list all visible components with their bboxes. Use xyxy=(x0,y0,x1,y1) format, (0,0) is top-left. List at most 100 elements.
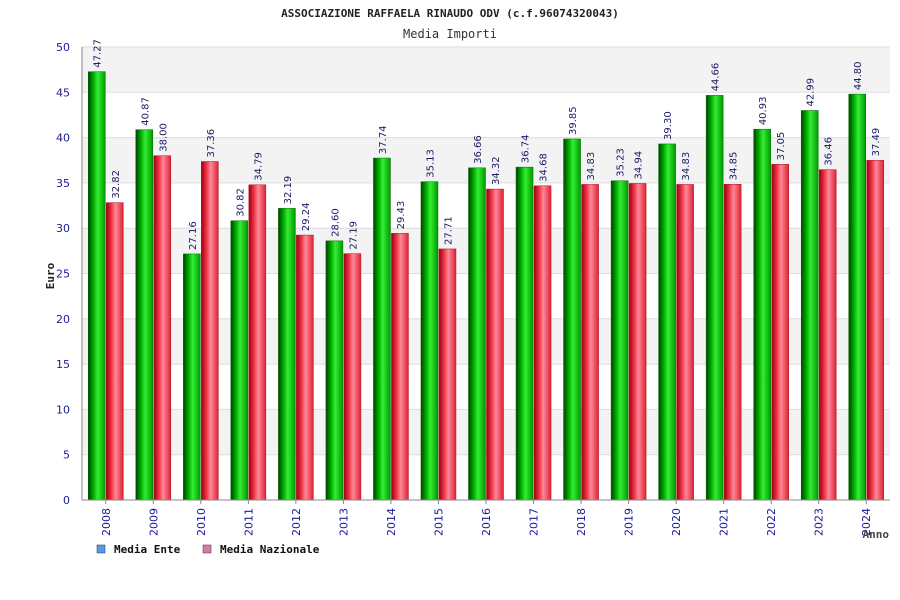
bar-media-nazionale-2017 xyxy=(533,185,552,501)
bar-value-label: 39.85 xyxy=(568,106,579,135)
chart-subtitle: Media Importi xyxy=(403,27,497,41)
bar-value-label: 40.87 xyxy=(140,97,151,126)
bar-media-ente-2015 xyxy=(420,181,439,501)
bar-value-label: 39.30 xyxy=(663,111,674,140)
bar-value-label: 29.24 xyxy=(301,202,312,231)
legend-swatch-media-nazionale xyxy=(202,544,212,554)
bar-media-nazionale-2019 xyxy=(628,183,647,501)
bar-value-label: 42.99 xyxy=(806,78,817,107)
bar-media-ente-2019 xyxy=(610,180,629,501)
bar-media-nazionale-2023 xyxy=(818,169,837,501)
bar-value-label: 35.13 xyxy=(425,149,436,178)
y-tick-label: 25 xyxy=(56,268,70,281)
bar-value-label: 44.66 xyxy=(711,63,722,92)
bar-media-ente-2010 xyxy=(183,253,201,501)
bar-media-ente-2017 xyxy=(515,166,534,501)
x-axis-ticks: 2008 2009 2010 2011 2012 2013 2014 2015 2016 2017… xyxy=(100,500,873,536)
x-tick-label: 2017 xyxy=(528,508,541,536)
bar-media-ente-2021 xyxy=(705,95,724,501)
bar-media-nazionale-2022 xyxy=(771,164,789,501)
legend-label-media-nazionale: Media Nazionale xyxy=(220,543,320,556)
y-tick-label: 40 xyxy=(56,132,70,145)
legend-label-media-ente: Media Ente xyxy=(114,543,181,556)
bar-media-nazionale-2016 xyxy=(486,188,504,501)
y-tick-label: 50 xyxy=(56,41,70,54)
bar-value-label: 34.83 xyxy=(586,152,597,181)
y-tick-label: 45 xyxy=(56,86,70,99)
bar-data-labels: 47.27 32.82 40.87 38.00 27.16 37.36 30.82 34.79… xyxy=(93,39,882,250)
bar-media-nazionale-2024 xyxy=(866,160,884,501)
x-axis-label: Anno xyxy=(863,528,890,541)
legend: Media Ente Media Nazionale xyxy=(96,543,320,556)
bar-media-nazionale-2018 xyxy=(581,184,599,501)
bar-value-label: 36.46 xyxy=(824,137,835,166)
bar-media-ente-2024 xyxy=(848,93,866,501)
bar-value-label: 30.82 xyxy=(235,188,246,217)
x-tick-label: 2013 xyxy=(337,508,350,536)
y-axis-label: Euro xyxy=(44,262,57,289)
y-tick-label: 10 xyxy=(56,403,70,416)
bar-value-label: 27.16 xyxy=(188,221,199,250)
x-tick-label: 2011 xyxy=(242,508,255,536)
bar-media-nazionale-2009 xyxy=(153,155,172,501)
x-tick-label: 2008 xyxy=(100,508,113,536)
y-tick-label: 0 xyxy=(63,494,70,507)
x-tick-label: 2016 xyxy=(480,508,493,536)
bar-media-ente-2016 xyxy=(468,167,486,501)
bar-value-label: 29.43 xyxy=(396,201,407,230)
y-tick-label: 20 xyxy=(56,313,70,326)
y-tick-label: 5 xyxy=(63,449,70,462)
bar-media-nazionale-2020 xyxy=(676,184,694,501)
bar-value-label: 38.00 xyxy=(158,123,169,152)
bar-media-nazionale-2010 xyxy=(201,161,219,501)
x-tick-label: 2022 xyxy=(765,508,778,536)
bar-media-ente-2013 xyxy=(325,240,344,501)
bar-media-ente-2018 xyxy=(563,138,581,501)
y-tick-label: 15 xyxy=(56,358,70,371)
bar-media-nazionale-2011 xyxy=(248,184,267,501)
x-tick-label: 2024 xyxy=(860,508,873,536)
bar-value-label: 36.74 xyxy=(521,134,532,163)
bar-value-label: 34.94 xyxy=(634,151,645,180)
bar-value-label: 35.23 xyxy=(616,148,627,177)
bar-media-nazionale-2014 xyxy=(391,233,409,501)
x-tick-label: 2020 xyxy=(670,508,683,536)
y-axis-ticks: 0 5 10 15 20 25 30 35 40 45 50 xyxy=(56,41,70,507)
bar-value-label: 27.19 xyxy=(348,221,359,250)
bar-value-label: 36.66 xyxy=(473,135,484,164)
bar-value-label: 44.80 xyxy=(853,61,864,90)
bar-media-ente-2014 xyxy=(373,157,391,501)
bar-value-label: 47.27 xyxy=(93,39,104,68)
x-tick-label: 2019 xyxy=(623,508,636,536)
bar-media-ente-2011 xyxy=(230,220,249,501)
bar-value-label: 28.60 xyxy=(330,208,341,237)
bar-value-label: 37.05 xyxy=(776,132,787,161)
bar-media-nazionale-2013 xyxy=(343,253,362,501)
chart-title: ASSOCIAZIONE RAFFAELA RINAUDO ODV (c.f.9… xyxy=(281,7,619,20)
bar-value-label: 34.83 xyxy=(681,152,692,181)
bar-media-ente-2023 xyxy=(800,110,819,501)
bar-value-label: 37.36 xyxy=(206,129,217,158)
bar-value-label: 27.71 xyxy=(443,216,454,245)
bar-media-ente-2008 xyxy=(88,71,106,501)
x-tick-label: 2023 xyxy=(813,508,826,536)
bar-value-label: 32.19 xyxy=(283,176,294,205)
bar-value-label: 34.85 xyxy=(729,152,740,181)
bar-value-label: 34.79 xyxy=(253,152,264,181)
legend-swatch-media-ente xyxy=(96,544,106,554)
x-tick-label: 2010 xyxy=(195,508,208,536)
y-tick-label: 35 xyxy=(56,177,70,190)
bar-value-label: 34.32 xyxy=(491,156,502,185)
bar-media-ente-2009 xyxy=(135,129,154,501)
bar-value-label: 37.74 xyxy=(378,125,389,154)
plot-band xyxy=(82,47,890,93)
x-tick-label: 2009 xyxy=(147,508,160,536)
x-tick-label: 2012 xyxy=(290,508,303,536)
y-tick-label: 30 xyxy=(56,222,70,235)
bar-media-nazionale-2015 xyxy=(438,248,457,501)
bar-media-ente-2022 xyxy=(753,128,771,501)
bar-media-nazionale-2012 xyxy=(296,234,314,501)
bar-value-label: 34.68 xyxy=(539,153,550,182)
x-tick-label: 2018 xyxy=(575,508,588,536)
